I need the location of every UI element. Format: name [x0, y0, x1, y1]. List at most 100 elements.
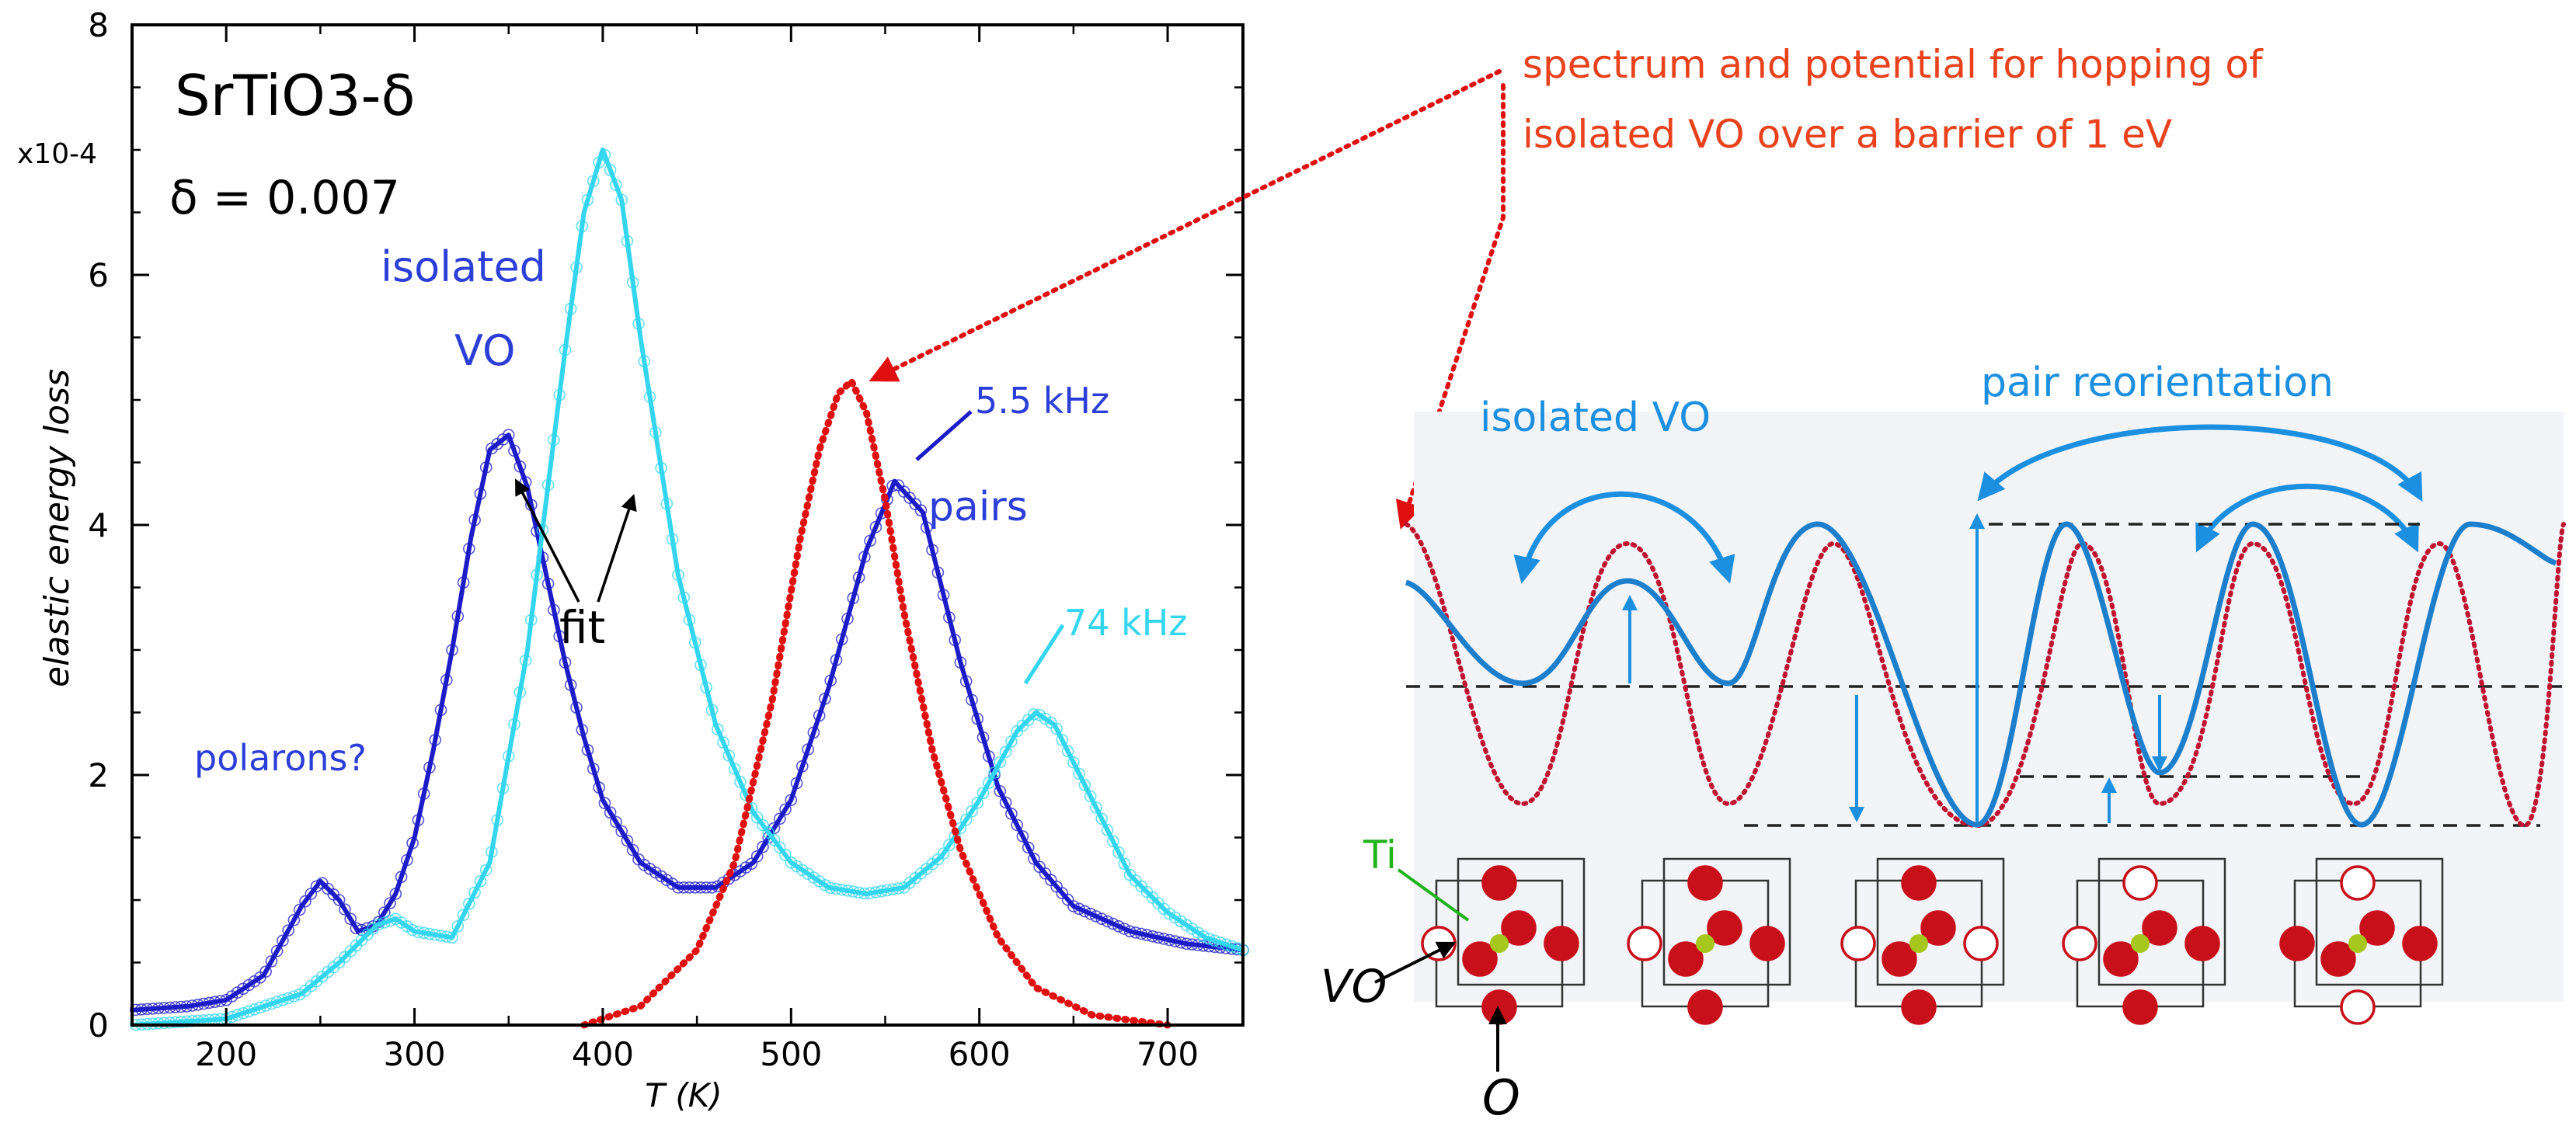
data-point [626, 843, 639, 857]
data-point [750, 850, 764, 863]
data-point [976, 787, 990, 800]
y-multiplier: x10-4 [17, 138, 97, 170]
data-point [474, 875, 487, 888]
y-tick-label: 6 [88, 256, 109, 294]
oxygen-atom [1920, 910, 1956, 946]
data-point [462, 898, 475, 910]
data-point [293, 903, 306, 916]
annotation-polarons: polarons? [194, 737, 367, 779]
data-point [1084, 790, 1097, 803]
series-line [131, 148, 1244, 1027]
y-tick-label: 4 [88, 506, 109, 544]
oxygen-atom [2359, 910, 2395, 946]
oxygen-atom [2122, 989, 2158, 1025]
data-point [914, 504, 928, 517]
data-point [1067, 756, 1080, 769]
data-point [1061, 745, 1074, 758]
annotation-fit: fit [559, 601, 605, 654]
ti-atom [2131, 934, 2150, 953]
ti-atom [1490, 934, 1509, 953]
label-isolated-vo: isolated VO [1480, 394, 1711, 441]
x-tick-label: 400 [572, 1035, 634, 1073]
data-point [1005, 735, 1018, 748]
data-point [943, 839, 956, 851]
ticks-layer: 200 300 400 500 600 700 0 2 4 6 8 [88, 6, 1243, 1073]
x-axis-label: T (K) [645, 1076, 722, 1114]
data-point [1095, 812, 1108, 825]
oxygen-vacancy [1627, 926, 1662, 961]
data-point [819, 878, 831, 891]
annotation-pairs: pairs [928, 484, 1028, 530]
data-point [598, 797, 611, 809]
chart: 200 300 400 500 600 700 0 2 4 6 8 elastic energy l… [17, 6, 1502, 1114]
data-point [994, 756, 1007, 769]
data-point [1078, 779, 1091, 791]
x-tick-label: 300 [383, 1035, 445, 1073]
annotation-5-5-khz: 5.5 kHz [975, 380, 1109, 422]
crystal-cells [1421, 857, 2444, 1025]
oxygen-atom [1882, 941, 1917, 977]
data-point [983, 777, 995, 789]
ti-atom [2348, 934, 2367, 953]
oxygen-vacancy [2062, 926, 2097, 961]
data-point [1112, 846, 1125, 859]
oxygen-vacancy [2340, 989, 2376, 1025]
data-point [999, 796, 1012, 809]
chart-title: SrTiO3-δ [175, 63, 416, 128]
annotation-isolated: isolated [381, 242, 546, 291]
series-line [580, 375, 1171, 1029]
data-point [1107, 835, 1119, 848]
label-ti: Ti [1363, 832, 1397, 878]
data-point [277, 934, 289, 947]
oxygen-vacancy [2340, 865, 2376, 901]
caption-line-1: spectrum and potential for hopping of [1523, 42, 2264, 87]
data-point [779, 803, 792, 816]
ti-atom [1696, 934, 1714, 953]
data-point [773, 812, 786, 825]
data-point [1011, 818, 1023, 832]
data-point [451, 920, 465, 933]
data-point [1050, 722, 1063, 735]
oxygen-vacancy [1840, 926, 1876, 961]
chart-subtitle: δ = 0.007 [169, 171, 400, 225]
ti-atom [1909, 934, 1928, 953]
data-point [1056, 734, 1069, 746]
data-point [999, 745, 1012, 759]
ti-pointer [1397, 868, 1470, 922]
data-point [287, 914, 301, 926]
oxygen-atom [1462, 941, 1498, 977]
data-point [1022, 841, 1035, 854]
data-point [339, 903, 351, 916]
data-point [259, 965, 272, 978]
data-point [468, 886, 481, 899]
x-tick-label: 600 [949, 1035, 1011, 1073]
oxygen-atom [1687, 865, 1723, 901]
data-point [332, 894, 346, 906]
data-point [378, 906, 391, 919]
oxygen-atom [1687, 989, 1723, 1025]
data-point [757, 840, 769, 853]
data-point [1016, 830, 1029, 843]
data-point [265, 955, 278, 968]
oxygen-atom [1544, 926, 1579, 961]
oxygen-atom [2184, 926, 2220, 961]
oxygen-atom [1481, 865, 1517, 901]
series-line [131, 433, 1244, 1013]
data-point [310, 880, 323, 893]
data-point [1118, 857, 1131, 871]
data-point [604, 806, 617, 819]
hop-arrow-pair-inner [2195, 483, 2419, 553]
oxygen-atom [1901, 989, 1937, 1025]
label-vo: VO [1321, 960, 1387, 1013]
data-point [610, 815, 622, 829]
data-point [457, 909, 470, 922]
cell-back [1662, 857, 1791, 986]
data-point [959, 813, 973, 826]
crystal-cell [2062, 857, 2226, 1025]
oxygen-atom [2103, 941, 2139, 977]
label-line-74-khz [1023, 624, 1065, 685]
data-point [282, 924, 295, 937]
oxygen-atom [2402, 926, 2438, 961]
oxygen-atom [1668, 941, 1704, 977]
vo-pointer [1374, 941, 1457, 984]
